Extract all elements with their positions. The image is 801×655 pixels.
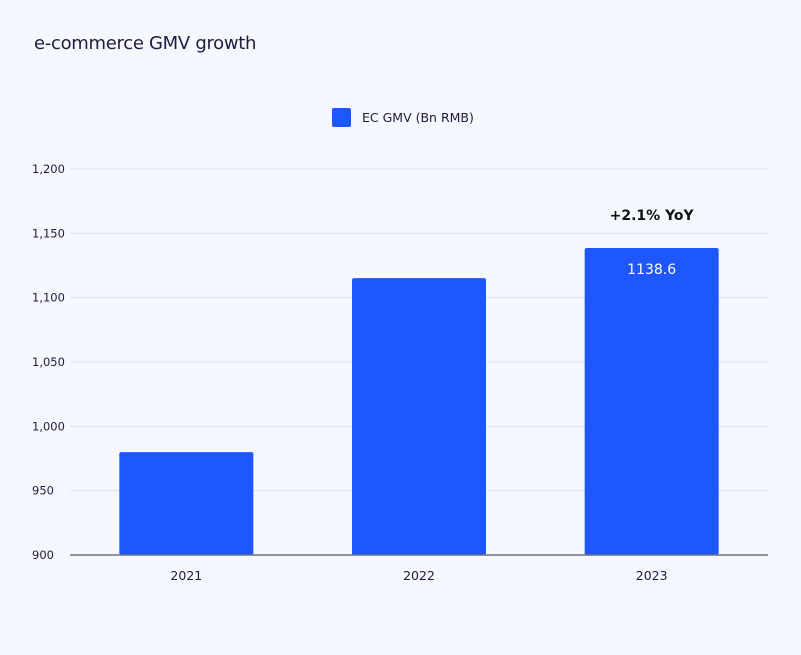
data-label: 1138.6 xyxy=(627,262,676,278)
x-tick-label: 2023 xyxy=(636,568,668,583)
y-tick-label: 1,150 xyxy=(32,226,65,240)
x-tick-label: 2021 xyxy=(170,568,202,583)
bar-2022 xyxy=(352,278,486,555)
chart-title: e-commerce GMV growth xyxy=(34,33,257,54)
y-tick-label: 1,050 xyxy=(32,355,65,369)
yoy-annotation: +2.1% YoY xyxy=(610,208,695,224)
y-tick-label: 1,100 xyxy=(32,291,65,305)
x-tick-label: 2022 xyxy=(403,568,435,583)
bar-2021 xyxy=(119,452,254,555)
bar-2023 xyxy=(584,248,719,555)
y-tick-label: 950 xyxy=(32,484,54,498)
y-tick-label: 900 xyxy=(32,548,54,562)
y-tick-label: 1,000 xyxy=(32,419,65,433)
legend-label: EC GMV (Bn RMB) xyxy=(362,110,474,125)
legend-swatch xyxy=(332,108,351,127)
legend: EC GMV (Bn RMB) xyxy=(332,108,474,127)
y-tick-label: 1,200 xyxy=(32,162,65,176)
